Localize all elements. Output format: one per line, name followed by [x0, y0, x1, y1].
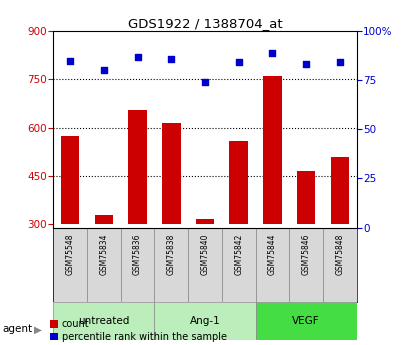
Text: Ang-1: Ang-1 — [189, 316, 220, 326]
Text: GSM75838: GSM75838 — [166, 234, 175, 275]
Bar — [53, 228, 87, 303]
Bar — [87, 228, 120, 303]
Point — [67, 58, 73, 63]
Bar — [61, 136, 79, 224]
Bar — [330, 157, 348, 224]
Bar — [120, 228, 154, 303]
Bar — [221, 228, 255, 303]
Bar — [162, 123, 180, 224]
Point — [100, 68, 107, 73]
Bar — [296, 171, 315, 224]
Bar — [154, 303, 255, 340]
Title: GDS1922 / 1388704_at: GDS1922 / 1388704_at — [127, 17, 282, 30]
Text: GSM75842: GSM75842 — [234, 234, 243, 275]
Bar — [154, 228, 188, 303]
Bar — [255, 303, 356, 340]
Point — [168, 56, 174, 61]
Bar — [263, 76, 281, 224]
Bar — [195, 219, 214, 224]
Point — [336, 60, 342, 65]
Bar — [128, 110, 146, 224]
Text: GSM75548: GSM75548 — [65, 234, 74, 275]
Bar — [322, 228, 356, 303]
Legend: count, percentile rank within the sample: count, percentile rank within the sample — [50, 319, 226, 342]
Text: untreated: untreated — [78, 316, 129, 326]
Text: GSM75846: GSM75846 — [301, 234, 310, 275]
Point — [235, 60, 241, 65]
Text: GSM75848: GSM75848 — [335, 234, 344, 275]
Bar — [289, 228, 322, 303]
Text: agent: agent — [2, 325, 32, 334]
Bar — [229, 140, 247, 224]
Bar — [53, 303, 154, 340]
Text: GSM75834: GSM75834 — [99, 234, 108, 275]
Point — [302, 62, 309, 67]
Bar — [255, 228, 289, 303]
Point — [134, 54, 141, 59]
Text: GSM75840: GSM75840 — [200, 234, 209, 275]
Text: VEGF: VEGF — [292, 316, 319, 326]
Text: GSM75836: GSM75836 — [133, 234, 142, 275]
Point — [268, 50, 275, 56]
Text: GSM75844: GSM75844 — [267, 234, 276, 275]
Point — [201, 79, 208, 85]
Bar — [188, 228, 221, 303]
Text: ▶: ▶ — [34, 325, 42, 334]
Bar — [94, 215, 113, 224]
